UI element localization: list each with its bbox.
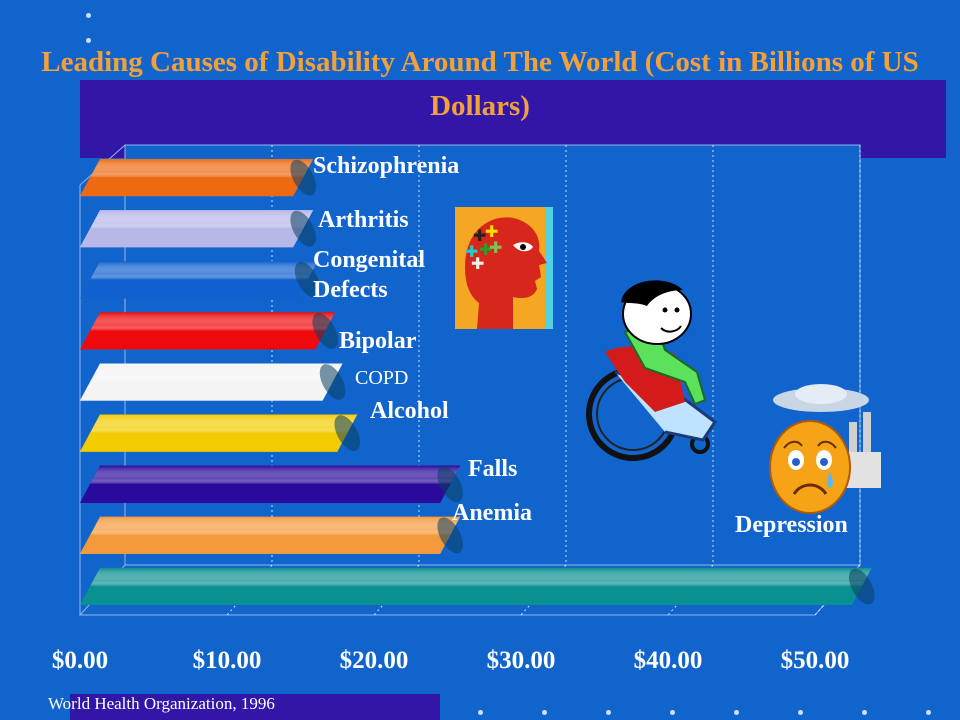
decorative-dot xyxy=(670,710,675,715)
decorative-dot xyxy=(734,710,739,715)
page-title: Leading Causes of Disability Around The … xyxy=(41,46,919,122)
x-tick-label: $40.00 xyxy=(634,647,703,674)
category-label: Anemia xyxy=(452,500,532,526)
category-label: Congenital Defects xyxy=(313,247,425,303)
bar-shading xyxy=(80,363,343,401)
bar-shading xyxy=(80,261,318,299)
bar-end-cap xyxy=(290,210,316,247)
svg-text:✚: ✚ xyxy=(465,242,478,261)
bar-end-cap xyxy=(848,568,875,605)
decorative-dot xyxy=(798,710,803,715)
category-label: Alcohol xyxy=(370,398,449,424)
category-label: Arthritis xyxy=(318,207,409,233)
bar-shading xyxy=(80,465,461,503)
bar-shading xyxy=(80,312,336,350)
svg-text:✚: ✚ xyxy=(471,254,484,273)
bar-shading xyxy=(80,210,314,248)
svg-text:✚: ✚ xyxy=(489,238,502,257)
bar-shading xyxy=(80,159,314,197)
wheelchair-person-icon xyxy=(586,280,718,461)
decorative-dot xyxy=(926,710,931,715)
category-label: Falls xyxy=(468,456,517,482)
decorative-dot xyxy=(542,710,547,715)
bar-shading xyxy=(80,516,461,554)
bar-shading xyxy=(80,567,872,606)
x-tick-label: $20.00 xyxy=(340,647,409,674)
x-tick-label: $50.00 xyxy=(781,647,850,674)
category-label: Depression xyxy=(735,512,848,538)
bar-end-cap xyxy=(319,364,346,400)
bar-shading xyxy=(80,414,358,452)
head-puzzle-icon: ✚ ✚ ✚ ✚ ✚ ✚ xyxy=(455,207,553,329)
bar-end-cap xyxy=(312,313,338,349)
decorative-dot xyxy=(478,710,483,715)
x-tick-label: $30.00 xyxy=(487,647,556,674)
bar-end-cap xyxy=(294,261,321,298)
decorative-dot xyxy=(86,13,91,18)
bar-end-cap xyxy=(334,415,361,452)
category-label: Schizophrenia xyxy=(313,153,459,179)
bar-end-cap xyxy=(437,466,463,503)
x-tick-label: $0.00 xyxy=(52,647,108,674)
bar-end-cap xyxy=(437,517,463,554)
svg-text:✚: ✚ xyxy=(473,226,486,245)
bar-end-cap xyxy=(290,159,316,196)
decorative-dot xyxy=(86,38,91,43)
source-band xyxy=(70,694,440,720)
decorative-dot xyxy=(862,710,867,715)
factory-cloud-icon xyxy=(773,384,881,488)
svg-text:✚: ✚ xyxy=(479,240,492,259)
svg-text:✚: ✚ xyxy=(485,222,498,241)
category-label: COPD xyxy=(355,367,408,389)
category-label: Bipolar xyxy=(339,328,417,354)
decorative-dot xyxy=(606,710,611,715)
x-tick-label: $10.00 xyxy=(193,647,262,674)
source-note: World Health Organization, 1996 xyxy=(48,694,275,713)
crying-face-icon xyxy=(769,420,851,514)
